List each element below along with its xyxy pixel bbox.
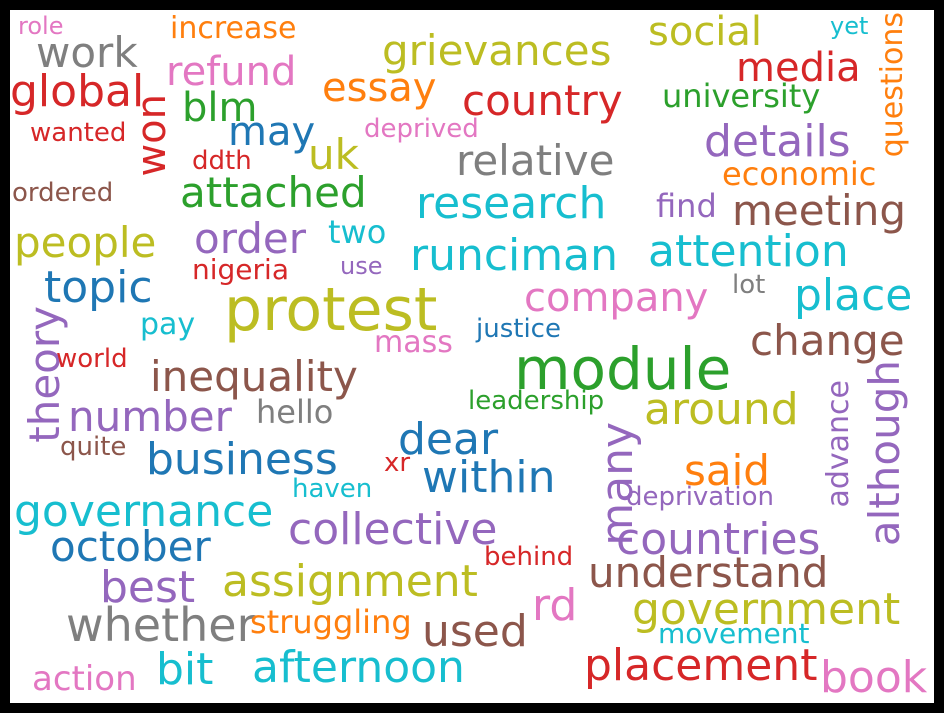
word-government: government (632, 584, 901, 635)
word-xr: xr (384, 448, 411, 478)
word-rd: rd (532, 580, 578, 631)
word-may: may (228, 109, 316, 155)
word-justice: justice (476, 314, 561, 344)
word-haven: haven (292, 474, 373, 504)
word-october: october (50, 522, 211, 571)
word-movement: movement (658, 617, 810, 650)
word-understand: understand (588, 548, 829, 597)
word-refund: refund (166, 49, 297, 95)
word-quite: quite (60, 432, 127, 462)
word-people: people (14, 218, 157, 267)
word-dear: dear (398, 414, 499, 465)
word-won: won (129, 94, 175, 177)
word-theory: theory (20, 306, 69, 443)
word-find: find (656, 187, 717, 225)
word-best: best (100, 562, 196, 613)
word-afternoon: afternoon (252, 642, 465, 693)
word-grievances: grievances (382, 26, 612, 75)
word-behind: behind (484, 542, 574, 572)
word-place: place (794, 270, 913, 321)
word-global: global (10, 66, 145, 117)
word-struggling: struggling (250, 603, 412, 641)
word-action: action (32, 659, 137, 699)
word-questions: questions (875, 12, 910, 158)
word-placement: placement (584, 640, 818, 691)
word-around: around (644, 384, 799, 435)
word-cloud: role increase social yet questions work grieva… (10, 10, 934, 703)
word-used: used (422, 606, 528, 657)
word-pay: pay (140, 307, 196, 342)
word-yet: yet (830, 12, 869, 40)
word-ordered: ordered (12, 178, 114, 208)
word-economic: economic (722, 155, 877, 193)
word-protest: protest (224, 275, 438, 345)
word-attached: attached (180, 168, 367, 217)
word-number: number (68, 392, 232, 441)
word-said: said (684, 446, 770, 495)
word-leadership: leadership (468, 386, 605, 416)
word-order: order (194, 214, 306, 263)
word-advance: advance (821, 380, 856, 508)
word-runciman: runciman (410, 230, 618, 281)
word-within: within (422, 452, 556, 503)
word-company: company (524, 275, 709, 321)
word-attention: attention (648, 226, 849, 277)
word-wanted: wanted (30, 118, 127, 148)
word-mass: mass (374, 325, 453, 360)
word-work: work (36, 28, 138, 77)
word-deprivation: deprivation (626, 482, 775, 512)
word-increase: increase (170, 11, 297, 46)
word-change: change (750, 316, 905, 365)
word-uk: uk (308, 130, 359, 179)
word-bit: bit (156, 644, 214, 695)
word-business: business (146, 434, 338, 485)
word-inequality: inequality (150, 352, 358, 401)
word-use: use (340, 252, 383, 280)
word-world: world (56, 344, 128, 374)
word-ddth: ddth (192, 146, 252, 176)
word-module: module (514, 335, 732, 403)
word-nigeria: nigeria (192, 253, 289, 286)
word-country: country (462, 76, 623, 125)
word-media: media (736, 45, 861, 91)
word-meeting: meeting (732, 186, 907, 235)
word-topic: topic (44, 262, 153, 313)
word-governance: governance (14, 486, 274, 537)
word-lot: lot (732, 270, 766, 300)
word-whether: whether (66, 598, 256, 652)
word-two: two (328, 213, 387, 251)
word-relative: relative (456, 136, 615, 185)
word-although: although (860, 360, 909, 547)
word-hello: hello (256, 393, 334, 431)
word-book: book (820, 652, 928, 703)
word-essay: essay (322, 65, 437, 111)
word-assignment: assignment (222, 556, 478, 607)
word-social: social (648, 10, 763, 55)
word-blm: blm (182, 85, 258, 131)
word-research: research (416, 178, 607, 229)
word-countries: countries (616, 514, 821, 565)
word-university: university (662, 77, 821, 115)
word-deprived: deprived (364, 114, 479, 144)
word-collective: collective (288, 504, 498, 555)
word-details: details (704, 116, 851, 167)
word-role: role (18, 12, 64, 40)
